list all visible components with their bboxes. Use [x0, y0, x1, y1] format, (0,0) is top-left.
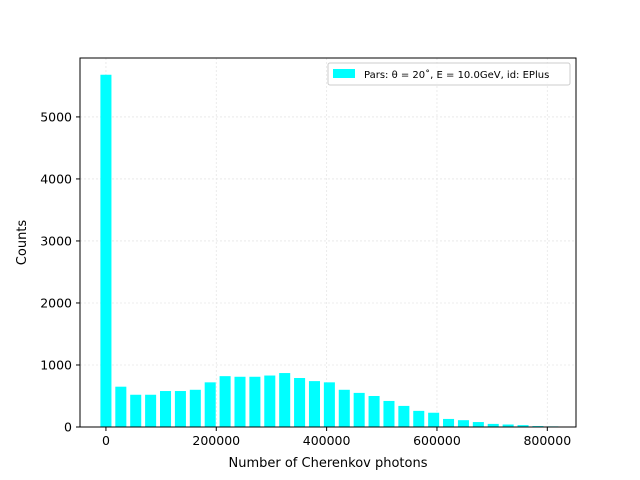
bar-0	[100, 74, 112, 427]
x-tick-label-0: 0	[102, 433, 110, 448]
bar-14	[308, 381, 320, 427]
bars	[100, 74, 559, 427]
bar-19	[383, 400, 395, 427]
bar-5	[174, 391, 186, 427]
y-tick-label-2: 2000	[40, 295, 72, 310]
x-axis-label: Number of Cherenkov photons	[229, 456, 428, 471]
y-axis-label: Counts	[15, 220, 30, 266]
y-tick-label-5: 5000	[40, 109, 72, 124]
bar-7	[204, 382, 216, 427]
bar-3	[145, 394, 157, 427]
bar-2	[130, 394, 142, 427]
bar-6	[189, 389, 201, 427]
plot-frame	[79, 57, 577, 428]
bar-9	[234, 376, 246, 427]
bar-20	[398, 405, 410, 427]
bar-17	[353, 392, 365, 427]
x-tick-label-1: 200000	[192, 433, 240, 448]
bar-10	[249, 376, 261, 427]
bar-22	[428, 412, 440, 427]
y-tick-label-4: 4000	[40, 171, 72, 186]
bar-25	[472, 422, 484, 427]
bar-26	[487, 423, 499, 427]
bar-1	[115, 386, 127, 427]
x-tick-label-2: 400000	[303, 433, 351, 448]
y-axis-ticks: 0 1000 2000 3000 4000 5000	[40, 109, 80, 435]
bar-15	[323, 382, 335, 427]
y-tick-label-1: 1000	[40, 357, 72, 372]
bar-27	[502, 424, 514, 427]
bar-12	[279, 373, 291, 427]
legend: Pars: θ = 20˚, E = 10.0GeV, id: EPlus	[327, 62, 571, 86]
legend-swatch	[333, 69, 355, 78]
bar-23	[443, 418, 455, 427]
legend-label: Pars: θ = 20˚, E = 10.0GeV, id: EPlus	[364, 69, 549, 81]
bar-18	[368, 395, 380, 427]
bar-16	[338, 389, 350, 427]
x-tick-label-4: 800000	[523, 433, 571, 448]
bar-28	[517, 425, 529, 427]
bar-24	[457, 420, 469, 427]
bar-13	[294, 378, 306, 427]
x-axis-ticks: 0 200000 400000 600000 800000	[102, 427, 571, 448]
bar-8	[219, 376, 231, 427]
y-tick-label-0: 0	[64, 420, 72, 435]
grid-lines	[80, 58, 576, 428]
legend-box	[327, 62, 571, 86]
bar-4	[160, 391, 172, 427]
bar-11	[264, 375, 276, 427]
y-tick-label-3: 3000	[40, 233, 72, 248]
x-tick-label-3: 600000	[413, 433, 461, 448]
bar-21	[413, 410, 425, 427]
